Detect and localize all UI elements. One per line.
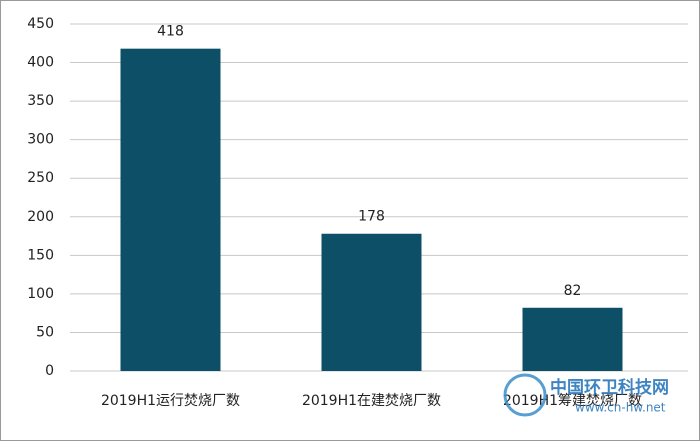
value-label: 418 [157,24,184,40]
watermark-logo [503,373,547,417]
y-tick-label: 350 [27,93,54,109]
value-label: 178 [358,209,385,225]
y-tick-label: 200 [27,209,54,225]
watermark: 中国环卫科技网 www.cn-hw.net [503,373,669,417]
y-tick-label: 400 [27,55,54,71]
y-tick-label: 100 [27,286,54,302]
y-tick-label: 450 [27,16,54,32]
y-tick-label: 0 [45,363,54,379]
y-tick-label: 50 [36,324,54,340]
x-tick-label: 2019H1筹建焚烧厂数 [503,392,642,409]
value-label: 82 [564,283,582,299]
x-tick-label: 2019H1运行焚烧厂数 [101,393,240,409]
y-tick-label: 250 [27,170,54,186]
bar [522,307,623,371]
y-tick-label: 150 [27,247,54,263]
plot: 0 50 100 150 200 250 300 350 400 450 2019H1运行焚烧厂数 4… [27,16,688,409]
watermark-url: www.cn-hw.net [575,401,666,415]
bar [321,233,422,371]
bar [120,48,221,371]
x-tick-label: 2019H1在建焚烧厂数 [302,393,441,409]
watermark-title: 中国环卫科技网 [550,377,669,398]
y-tick-label: 300 [27,132,54,148]
